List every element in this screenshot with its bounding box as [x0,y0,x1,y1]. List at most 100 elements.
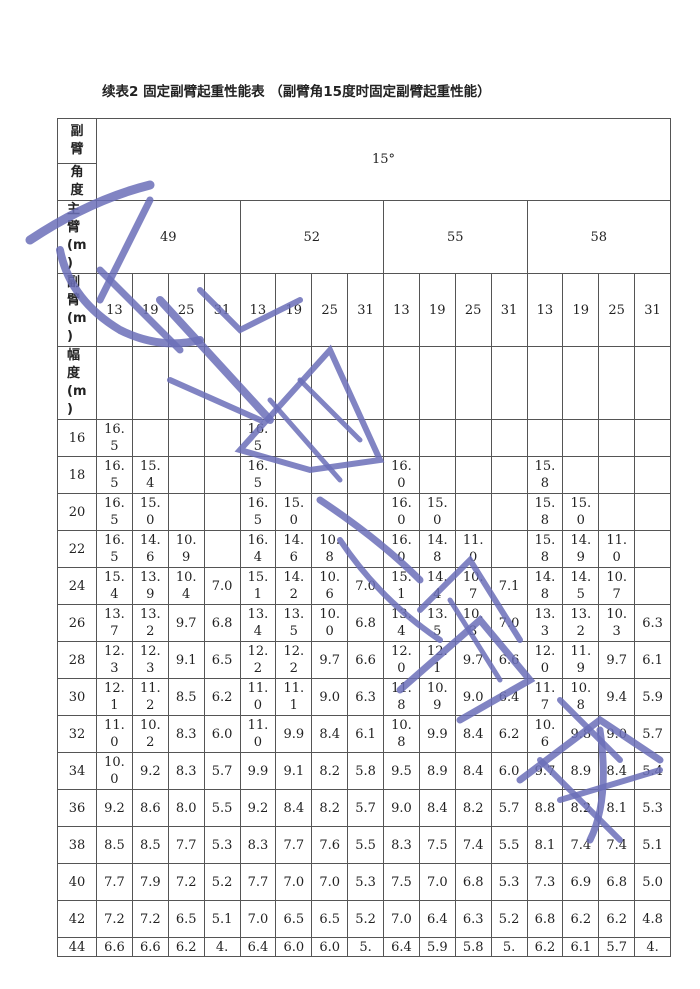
capacity-value: 7.0 [426,874,448,890]
radius-value: 22 [57,530,97,568]
capacity-cell: 10.9 [167,530,205,568]
capacity-value: 11.0 [247,718,269,750]
capacity-value: 9.0 [391,800,412,816]
capacity-cell: 16.5 [239,493,277,531]
sub-arm-length: 13 [383,273,420,347]
capacity-cell: 8.9 [562,752,600,790]
capacity-value: 8.9 [570,763,592,779]
capacity-value: 7.6 [319,837,341,853]
capacity-cell: 7.0 [490,604,528,642]
capacity-cell: 10.4 [167,567,205,605]
capacity-value: 6.2 [175,939,197,955]
capacity-value: 12.1 [104,681,125,713]
capacity-cell: 6.0 [203,715,241,753]
capacity-cell: 14.8 [418,530,456,568]
capacity-cell: 16.4 [239,530,277,568]
capacity-value: 16.5 [104,459,125,491]
capacity-value: 6.6 [355,652,376,668]
capacity-value: 5.7 [498,800,520,816]
capacity-value: 8.2 [462,800,484,816]
capacity-cell [167,419,205,457]
capacity-cell: 6.0 [275,937,313,957]
capacity-value: 7.5 [426,837,448,853]
capacity-cell: 15.0 [275,493,313,531]
capacity-value: 6.0 [498,763,520,779]
table-row: 42 7.2 7.2 6.5 5.1 7.0 6.5 6.5 5.2 7.0 6.4 6.3 5.2 6.… [57,900,671,938]
capacity-cell [383,419,420,457]
capacity-value: 8.4 [462,763,484,779]
capacity-cell: 16.5 [96,530,133,568]
capacity-cell: 10.0 [311,604,349,642]
capacity-cell: 6.2 [526,937,564,957]
capacity-cell: 14.9 [562,530,600,568]
capacity-cell: 6.4 [383,937,420,957]
capacity-cell: 7.0 [239,900,277,938]
lifting-capacity-table: 副臂 15° 角度主臂(m) 49 52 55 58 副臂(m) 13 19 25 31 13 19 25 3… [57,118,671,957]
table-row: 24 15.4 13.9 10.4 7.0 15.1 14.2 10.6 7.0 15.1 14.4… [57,567,671,605]
capacity-value: 8.5 [175,689,197,705]
capacity-cell: 16.5 [96,493,133,531]
capacity-value: 8.5 [139,837,161,853]
capacity-value: 10.8 [319,533,341,565]
capacity-cell: 11.0 [239,715,277,753]
capacity-value: 9.2 [104,800,125,816]
capacity-value: 5.2 [211,874,233,890]
capacity-value: 10.0 [104,755,125,787]
capacity-cell: 5.3 [347,863,384,901]
capacity-value: 7.4 [606,837,628,853]
capacity-cell: 8.1 [598,789,636,827]
capacity-cell [598,419,636,457]
capacity-value: 12.2 [283,644,305,676]
capacity-cell: 7.5 [418,826,456,864]
capacity-value: 7.7 [247,874,269,890]
capacity-cell: 16.5 [239,419,277,457]
capacity-value: 6.3 [462,911,484,927]
capacity-value: 9.7 [319,652,341,668]
capacity-cell: 13.4 [383,604,420,642]
capacity-cell: 4.8 [634,900,671,938]
capacity-cell: 15.1 [239,567,277,605]
capacity-cell: 5.1 [203,900,241,938]
capacity-value: 6.6 [139,939,161,955]
empty-cell [383,346,420,420]
capacity-cell [203,493,241,531]
capacity-cell: 9.7 [526,752,564,790]
capacity-cell: 9.1 [167,641,205,679]
capacity-cell: 8.0 [167,789,205,827]
radius-value: 38 [57,826,97,864]
capacity-cell: 6.2 [167,937,205,957]
capacity-value: 7.0 [498,615,520,631]
capacity-cell: 6.1 [562,937,600,957]
radius-header-row: 幅度(m) [57,346,671,420]
capacity-value: 11.0 [606,533,628,565]
capacity-value: 13.4 [391,607,412,639]
capacity-cell [167,493,205,531]
capacity-cell [167,456,205,494]
capacity-value: 5.5 [355,837,376,853]
capacity-value: 11.8 [391,681,412,713]
angle-label-char: 臂 [70,142,84,157]
capacity-cell: 9.8 [562,715,600,753]
radius-label: 幅度(m) [67,348,87,417]
capacity-cell: 6.2 [562,900,600,938]
capacity-cell: 5.3 [490,863,528,901]
capacity-cell [562,456,600,494]
capacity-value: 6.6 [104,939,125,955]
capacity-cell: 6.3 [454,900,492,938]
capacity-cell: 16.0 [383,456,420,494]
angle-value: 15° [96,118,671,201]
capacity-cell: 10.7 [598,567,636,605]
capacity-value: 5. [359,939,372,955]
table-row: 38 8.5 8.5 7.7 5.3 8.3 7.7 7.6 5.5 8.3 7.5 7.4 5.5 8.… [57,826,671,864]
capacity-value: 16.5 [104,533,125,565]
capacity-value: 5.7 [355,800,376,816]
main-arm-length: 52 [239,200,384,274]
capacity-cell: 11.2 [131,678,169,716]
capacity-cell: 9.7 [167,604,205,642]
capacity-cell: 5.2 [490,900,528,938]
capacity-value: 5.3 [498,874,520,890]
capacity-cell: 7.0 [347,567,384,605]
capacity-cell: 8.5 [96,826,133,864]
capacity-value: 11.7 [534,681,556,713]
capacity-cell: 7.2 [96,900,133,938]
